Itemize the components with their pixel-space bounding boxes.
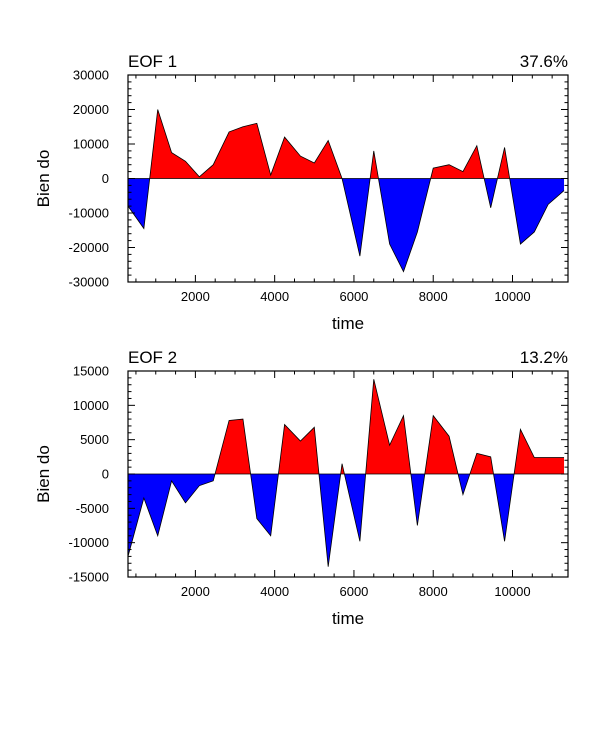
negative-area-9 (510, 179, 564, 245)
y-tick-label: 5000 (80, 432, 109, 447)
y-tick-label: 10000 (73, 137, 109, 152)
chart-title: EOF 2 (128, 348, 177, 367)
y-tick-label: -15000 (69, 570, 109, 585)
negative-area-9 (411, 474, 425, 526)
variance-percent: 37.6% (520, 52, 568, 71)
positive-area-10 (425, 416, 458, 474)
negative-area-7 (484, 179, 497, 208)
positive-area-2 (215, 419, 251, 474)
x-axis-label: time (332, 609, 364, 628)
positive-area-2 (150, 110, 342, 179)
x-tick-label: 2000 (181, 584, 210, 599)
y-tick-label: -30000 (69, 275, 109, 290)
y-tick-label: -5000 (76, 501, 109, 516)
y-tick-label: -10000 (69, 206, 109, 221)
y-tick-label: 15000 (73, 364, 109, 379)
y-axis-label: Bien do (34, 445, 53, 503)
positive-area-14 (514, 429, 564, 474)
y-axis-label: Bien do (34, 150, 53, 208)
y-tick-label: 0 (102, 171, 109, 186)
negative-area-3 (342, 179, 370, 257)
x-tick-label: 6000 (339, 289, 368, 304)
chart-title: EOF 1 (128, 52, 177, 71)
x-axis-label: time (332, 314, 364, 333)
y-tick-label: 10000 (73, 398, 109, 413)
x-tick-label: 10000 (494, 289, 530, 304)
negative-area-13 (494, 474, 515, 541)
x-tick-label: 8000 (419, 584, 448, 599)
variance-percent: 13.2% (520, 348, 568, 367)
chart-panel-1: 2000 4000 6000 8000 10000 30000 20000 10000 0 -10… (34, 52, 568, 333)
x-tick-label: 2000 (181, 289, 210, 304)
chart-panel-2: 2000 4000 6000 8000 10000 15000 10000 5000 0 -500… (34, 348, 568, 628)
y-tick-label: 0 (102, 467, 109, 482)
x-tick-label: 6000 (339, 584, 368, 599)
y-tick-label: -20000 (69, 240, 109, 255)
positive-area-4 (278, 425, 319, 474)
positive-area-6 (431, 146, 485, 179)
y-tick-label: 30000 (73, 68, 109, 83)
y-tick-label: 20000 (73, 102, 109, 117)
x-tick-label: 4000 (260, 289, 289, 304)
y-tick-label: -10000 (69, 535, 109, 550)
x-tick-label: 10000 (494, 584, 530, 599)
series-line (128, 379, 564, 566)
negative-area-1 (128, 474, 215, 556)
x-tick-label: 8000 (419, 289, 448, 304)
x-tick-label: 4000 (260, 584, 289, 599)
